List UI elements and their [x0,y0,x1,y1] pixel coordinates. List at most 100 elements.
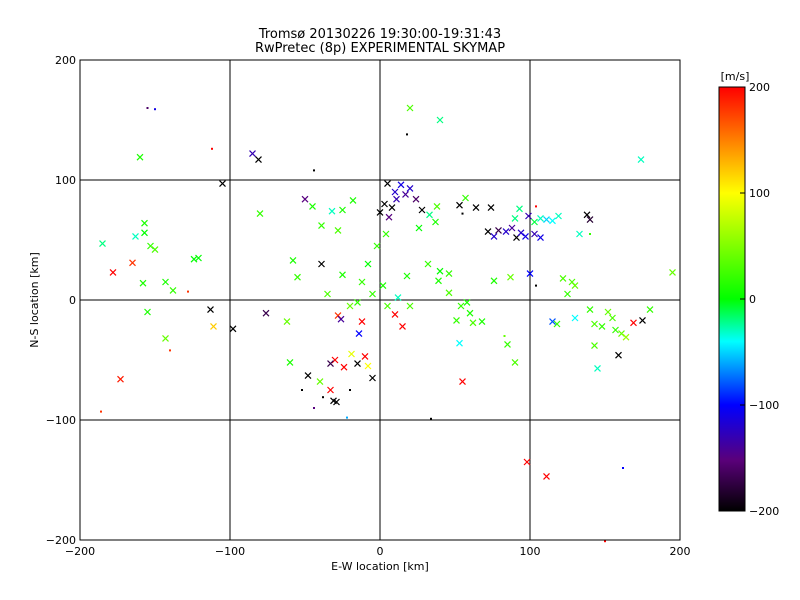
data-point-cross [361,352,369,360]
data-point-cross [397,181,405,189]
data-point-dot [322,396,324,399]
data-point-cross [511,358,519,366]
data-point-dot [346,416,348,419]
data-point-dot [301,389,303,391]
data-point-cross [457,302,465,310]
x-tick-label: 0 [377,545,384,558]
data-point-dot [100,410,102,413]
data-point-cross [385,213,393,221]
data-point-cross [487,204,495,212]
data-point-cross [469,319,477,327]
data-point-cross [162,278,169,286]
data-point-dot [503,335,506,337]
data-point-cross [591,320,598,328]
x-tick-label: −100 [215,545,245,558]
data-point-cross [346,302,354,310]
data-point-cross [382,230,390,238]
data-point-cross [373,242,381,250]
data-point-cross [388,204,396,212]
data-point-cross [151,246,159,254]
data-point-cross [394,294,402,302]
data-point-cross [615,351,622,359]
data-point-cross [349,196,357,204]
data-point-cross [646,306,654,314]
data-point-cross [576,230,583,238]
data-point-cross [571,314,579,322]
data-point-cross [502,228,510,236]
data-point-cross [294,273,301,281]
data-point-cross [445,289,453,297]
data-point-cross [418,206,426,214]
data-point-cross [537,214,544,222]
y-tick-label: 0 [69,294,76,307]
chart-subtitle: RwPretec (8p) EXPERIMENTAL SKYMAP [255,41,505,56]
data-point-cross [381,200,388,208]
colorbar-unit-label: [m/s] [721,70,750,83]
data-point-cross [289,256,297,264]
data-point-cross [456,201,463,209]
data-point-cross [406,302,414,310]
data-point-cross [435,277,442,285]
data-point-cross [412,195,420,203]
data-point-dot [589,233,591,235]
data-point-cross [549,217,556,225]
data-point-cross [559,274,567,282]
data-point-cross [136,153,144,161]
data-point-cross [327,386,334,394]
data-point-cross [555,212,562,220]
data-point-cross [286,358,294,366]
data-point-cross [462,194,469,202]
data-point-cross [445,270,453,278]
colorbar-tick-label: −100 [749,399,779,412]
data-point-dot [146,107,149,109]
data-point-cross [490,232,498,240]
data-point-dot [349,389,351,391]
data-point-cross [618,330,625,338]
data-point-cross [169,286,177,294]
data-point-cross [324,290,331,298]
data-point-cross [190,255,198,263]
data-point-cross [495,226,502,234]
data-point-cross [426,211,433,219]
data-point-cross [526,270,534,278]
data-point-cross [453,316,460,324]
y-axis-ticks: −200 −100 0 100 200 [46,54,680,547]
colorbar-tick-label: 100 [749,187,770,200]
data-point-cross [354,360,361,368]
data-point-cross [348,350,355,358]
x-tick-label: 200 [670,545,691,558]
data-point-cross [316,378,324,386]
data-point-cross [334,226,342,234]
data-point-cross [339,271,346,279]
data-point-cross [262,309,270,317]
data-point-cross [376,208,384,216]
data-point-cross [508,224,516,232]
data-point-cross [609,314,616,322]
data-point-cross [355,330,363,338]
data-point-cross [484,228,492,236]
colorbar-tick-label: 200 [749,81,770,94]
data-point-dot [406,133,408,136]
data-point-cross [141,219,148,227]
data-point-dot [187,290,189,293]
data-point-cross [129,259,136,267]
data-points [99,104,676,543]
data-point-cross [598,322,606,330]
data-point-cross [537,234,544,242]
y-axis-label: N-S location [km] [28,252,41,348]
data-point-cross [358,278,366,286]
data-point-cross [249,150,256,158]
data-point-cross [591,342,598,350]
data-point-cross [328,207,336,215]
data-point-cross [549,318,556,326]
data-point-cross [669,268,676,276]
data-point-cross [630,319,637,327]
data-point-cross [327,360,334,368]
data-point-cross [283,318,291,326]
data-point-cross [406,104,414,112]
data-point-cross [255,156,262,164]
data-point-cross [210,322,217,330]
data-point-dot [313,407,315,409]
data-point-cross [472,204,480,212]
data-point-cross [256,210,264,218]
